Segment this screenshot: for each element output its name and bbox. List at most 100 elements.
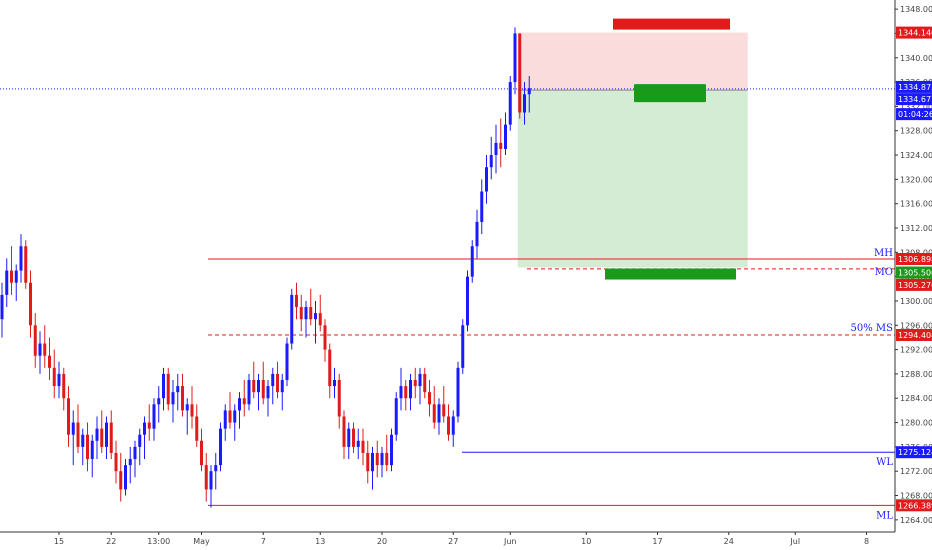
entry-label-box xyxy=(634,84,706,103)
candle-body xyxy=(195,416,199,441)
candle-body xyxy=(494,142,498,156)
candle-body xyxy=(105,422,108,447)
price-tick-label: 1340.000 xyxy=(900,54,932,63)
price-tick-label: 1320.000 xyxy=(900,175,932,184)
candle-body xyxy=(333,380,336,387)
price-tag-label: 1275.124 xyxy=(898,448,932,457)
candle-body xyxy=(418,373,422,387)
candle-body xyxy=(375,452,379,466)
candle-body xyxy=(489,155,493,168)
candle-body xyxy=(513,33,517,83)
price-tag[interactable] xyxy=(896,253,932,266)
candle-body xyxy=(48,355,51,368)
candle-body xyxy=(318,313,322,326)
candle-body xyxy=(76,422,80,447)
candle-body xyxy=(470,246,474,277)
price-tag[interactable] xyxy=(896,266,932,279)
candle-body xyxy=(390,434,393,466)
candle-body xyxy=(366,452,370,472)
candle-body xyxy=(43,343,47,356)
candle-body xyxy=(90,440,94,460)
time-tick-label: 10 xyxy=(581,537,591,546)
price-tag[interactable] xyxy=(896,499,932,512)
price-tag[interactable] xyxy=(896,278,932,291)
candle-body xyxy=(71,422,75,435)
candle-body xyxy=(371,452,374,472)
candle-body xyxy=(157,398,161,405)
candle-body xyxy=(185,404,189,411)
candle-body xyxy=(152,404,156,429)
price-tag[interactable] xyxy=(896,93,932,106)
price-tick-label: 1296.000 xyxy=(900,321,932,330)
candle-body xyxy=(466,276,469,326)
candle-body xyxy=(290,294,294,344)
price-tag-label: 1344.140 xyxy=(898,29,932,38)
candle-body xyxy=(304,307,308,320)
price-axis[interactable]: 1264.0001268.0001272.0001276.0001280.000… xyxy=(894,0,932,550)
candle-body xyxy=(309,307,313,320)
candle-body xyxy=(337,380,341,417)
price-tag-label: 1306.898 xyxy=(898,255,932,264)
candle-body xyxy=(138,434,142,447)
candle-body xyxy=(261,380,265,399)
time-tick-label: 13:00 xyxy=(147,537,170,546)
price-tag-label: 1305.500 xyxy=(898,269,932,278)
take-profit-zone xyxy=(517,90,748,268)
level-label-wl: WL xyxy=(876,457,893,468)
time-axis-background xyxy=(0,532,895,550)
candle-body xyxy=(252,380,256,393)
candle-body xyxy=(86,434,89,460)
price-tick-label: 1348.000 xyxy=(900,5,932,14)
time-axis[interactable]: 15 22 13:00 May 7 13 20 27 Jun 10 17 24 Jul 8 xyxy=(0,531,895,550)
time-tick-label: 20 xyxy=(377,537,387,546)
candle-body xyxy=(380,452,384,466)
time-tick-label: Jun xyxy=(503,537,517,546)
price-tick-label: 1328.000 xyxy=(900,127,932,136)
candle-body xyxy=(475,221,479,247)
candle-body xyxy=(299,307,303,320)
candle-body xyxy=(437,404,441,423)
candle-body xyxy=(428,392,431,405)
candle-body xyxy=(133,446,137,460)
price-tag[interactable] xyxy=(896,80,932,93)
candle-body xyxy=(266,386,270,399)
candle-body xyxy=(432,404,436,423)
time-tick-label: 15 xyxy=(54,537,64,546)
candle-body xyxy=(447,416,450,435)
candle-body xyxy=(527,88,531,95)
level-label-50-ms: 50% MS xyxy=(851,323,894,334)
candle-body xyxy=(200,440,203,466)
candles xyxy=(0,27,531,508)
price-tag-label: 1334.875 xyxy=(898,83,932,92)
candle-body xyxy=(385,452,389,466)
price-tick-label: 1332.000 xyxy=(900,102,932,111)
price-tag[interactable] xyxy=(896,446,932,459)
price-tick-label: 1268.000 xyxy=(900,492,932,501)
price-tag[interactable] xyxy=(896,328,932,341)
price-tick-label: 1292.000 xyxy=(900,346,932,355)
price-tag-label: 1294.404 xyxy=(898,331,932,340)
candle-body xyxy=(314,313,317,320)
time-tick-label: May xyxy=(193,537,210,546)
candle-body xyxy=(176,386,180,393)
time-tick-label: 17 xyxy=(652,537,662,546)
price-tag[interactable] xyxy=(896,108,932,121)
price-tick-label: 1300.000 xyxy=(900,297,932,306)
candle-body xyxy=(209,471,213,490)
candle-body xyxy=(190,404,194,417)
candle-body xyxy=(504,124,507,149)
candle-body xyxy=(271,373,275,387)
candle-body xyxy=(124,465,127,490)
candle-body xyxy=(143,422,146,435)
candle-body xyxy=(399,386,403,399)
candle-body xyxy=(451,416,455,435)
candle-body xyxy=(285,343,289,380)
candle-body xyxy=(128,459,132,466)
price-tag[interactable] xyxy=(896,26,932,39)
candle-body xyxy=(19,246,23,271)
price-tick-label: 1264.000 xyxy=(900,516,932,525)
price-tick-label: 1284.000 xyxy=(900,394,932,403)
candle-body xyxy=(223,410,227,429)
candle-body xyxy=(67,398,70,435)
position-zones xyxy=(517,32,748,268)
